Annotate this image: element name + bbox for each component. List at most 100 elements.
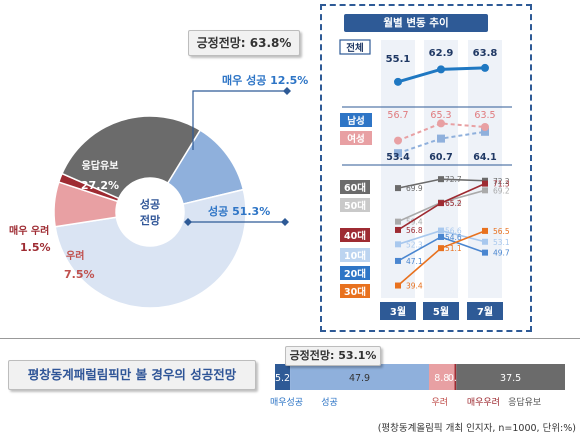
series-point-total — [437, 65, 445, 74]
series-point-age-1 — [395, 218, 401, 225]
series-point-age-1 — [482, 187, 488, 194]
series-point-age-4 — [482, 249, 488, 256]
paralympic-outlook-title: 평창동계패럴림픽만 볼 경우의 성공전망 — [8, 360, 256, 390]
data-label-age-2: 65.2 — [445, 199, 462, 208]
monthly-trend-frame — [320, 4, 532, 332]
legend-box — [340, 180, 370, 194]
label-worry-value: 7.5% — [64, 268, 95, 281]
label-reserve-name: 응답유보 — [82, 160, 119, 172]
legend-box — [339, 39, 371, 55]
donut-center-label: 전망 — [140, 213, 160, 227]
data-label-total: 63.8 — [473, 48, 498, 59]
legend-label: 남성 — [347, 115, 364, 127]
series-point-age-5 — [395, 282, 401, 289]
series-point-age-5 — [438, 245, 444, 252]
legend-label: 여성 — [347, 133, 364, 145]
label-success: 성공 51.3% — [208, 204, 270, 218]
bar-segment-very-success — [275, 364, 291, 390]
series-point-female — [437, 119, 445, 128]
bar-value-success: 47.9 — [349, 373, 370, 384]
series-point-male — [481, 127, 489, 136]
data-label-age-5: 51.1 — [445, 244, 462, 253]
data-label-total: 62.9 — [429, 48, 454, 59]
label-reserve-value: 27.2% — [81, 179, 119, 192]
data-label-male: 53.4 — [386, 152, 410, 163]
bar-value-very-worry: 0.6 — [448, 373, 463, 384]
series-point-age-0 — [395, 185, 401, 192]
legend-label: 60대 — [344, 182, 366, 194]
bar-segment-very-worry — [454, 364, 457, 390]
series-point-age-4 — [395, 257, 401, 264]
series-point-total — [481, 63, 489, 72]
bar-category-reserve: 응답유보 — [508, 396, 541, 408]
label-worry-name: 우려 — [66, 249, 84, 262]
legend-box — [340, 131, 372, 145]
data-label-male: 60.7 — [429, 152, 452, 163]
bar-category-worry: 우려 — [431, 397, 448, 408]
legend-label: 전체 — [346, 42, 363, 54]
legend-box — [340, 113, 372, 127]
section-divider — [0, 338, 580, 339]
legend-box — [340, 198, 370, 212]
month-label: 7월 — [477, 306, 493, 318]
data-label-age-0: 69.9 — [406, 184, 423, 193]
positive-outlook-callout: 긍정전망: 63.8% — [188, 30, 300, 56]
series-point-female — [394, 136, 402, 145]
paralympic-positive-callout: 긍정전망: 53.1% — [285, 346, 381, 366]
legend-label: 20대 — [344, 268, 366, 280]
data-label-age-4: 54.6 — [445, 233, 462, 242]
bar-segment-reserve — [456, 364, 565, 390]
series-point-age-4 — [438, 233, 444, 240]
data-label-female: 65.3 — [430, 110, 451, 121]
data-label-age-4: 47.1 — [406, 257, 423, 266]
legend-label: 50대 — [344, 200, 366, 212]
series-point-age-2 — [395, 226, 401, 233]
legend-label: 10대 — [344, 250, 366, 262]
footnote: (평창동계올림픽 개최 인지자, n=1000, 단위:%) — [377, 423, 576, 434]
callout-marker — [281, 218, 289, 226]
series-point-age-3 — [482, 238, 488, 245]
series-point-age-2 — [438, 200, 444, 207]
bar-segment-worry — [428, 364, 455, 390]
legend-box — [340, 266, 370, 280]
data-label-age-3: 53.1 — [493, 238, 510, 247]
data-label-age-1: 59.4 — [406, 218, 423, 227]
donut-slice-success — [54, 188, 247, 309]
data-label-age-0: 72.7 — [445, 175, 462, 184]
label-very-worry-value: 1.5% — [20, 241, 51, 254]
monthly-trend-title: 월별 변동 추이 — [344, 14, 488, 32]
callout-marker — [283, 87, 291, 95]
data-label-age-1: 65.4 — [445, 198, 462, 207]
data-label-age-3: 52.3 — [406, 240, 423, 249]
series-point-age-3 — [438, 227, 444, 234]
data-label-age-0: 72.2 — [493, 177, 510, 186]
series-point-male — [394, 149, 402, 158]
legend-box — [340, 248, 370, 262]
bar-value-reserve: 37.5 — [500, 373, 521, 384]
month-column-bg — [424, 40, 458, 298]
month-label-bg — [423, 302, 459, 320]
bar-value-worry: 8.8 — [434, 373, 449, 384]
data-label-age-5: 39.4 — [406, 282, 423, 291]
series-point-male — [437, 134, 445, 143]
donut-slice-reserve — [61, 115, 202, 200]
data-label-age-4: 49.7 — [493, 249, 510, 258]
data-label-age-2: 56.8 — [406, 226, 423, 235]
month-label-bg — [380, 302, 416, 320]
bar-category-very-worry: 매우우려 — [467, 397, 500, 408]
series-line-female — [397, 122, 486, 142]
legend-box — [340, 228, 370, 242]
data-label-total: 55.1 — [386, 54, 411, 65]
legend-box — [340, 284, 370, 298]
series-point-age-5 — [482, 227, 488, 234]
series-point-age-0 — [438, 176, 444, 183]
bar-category-success: 성공 — [321, 397, 338, 408]
label-very-success: 매우 성공 12.5% — [222, 73, 308, 87]
data-label-female: 63.5 — [474, 110, 495, 121]
series-point-age-3 — [395, 241, 401, 248]
bar-segment-success — [290, 364, 429, 390]
month-label: 3월 — [390, 306, 406, 318]
callout-marker — [184, 218, 192, 226]
data-label-age-3: 56.6 — [445, 227, 462, 236]
